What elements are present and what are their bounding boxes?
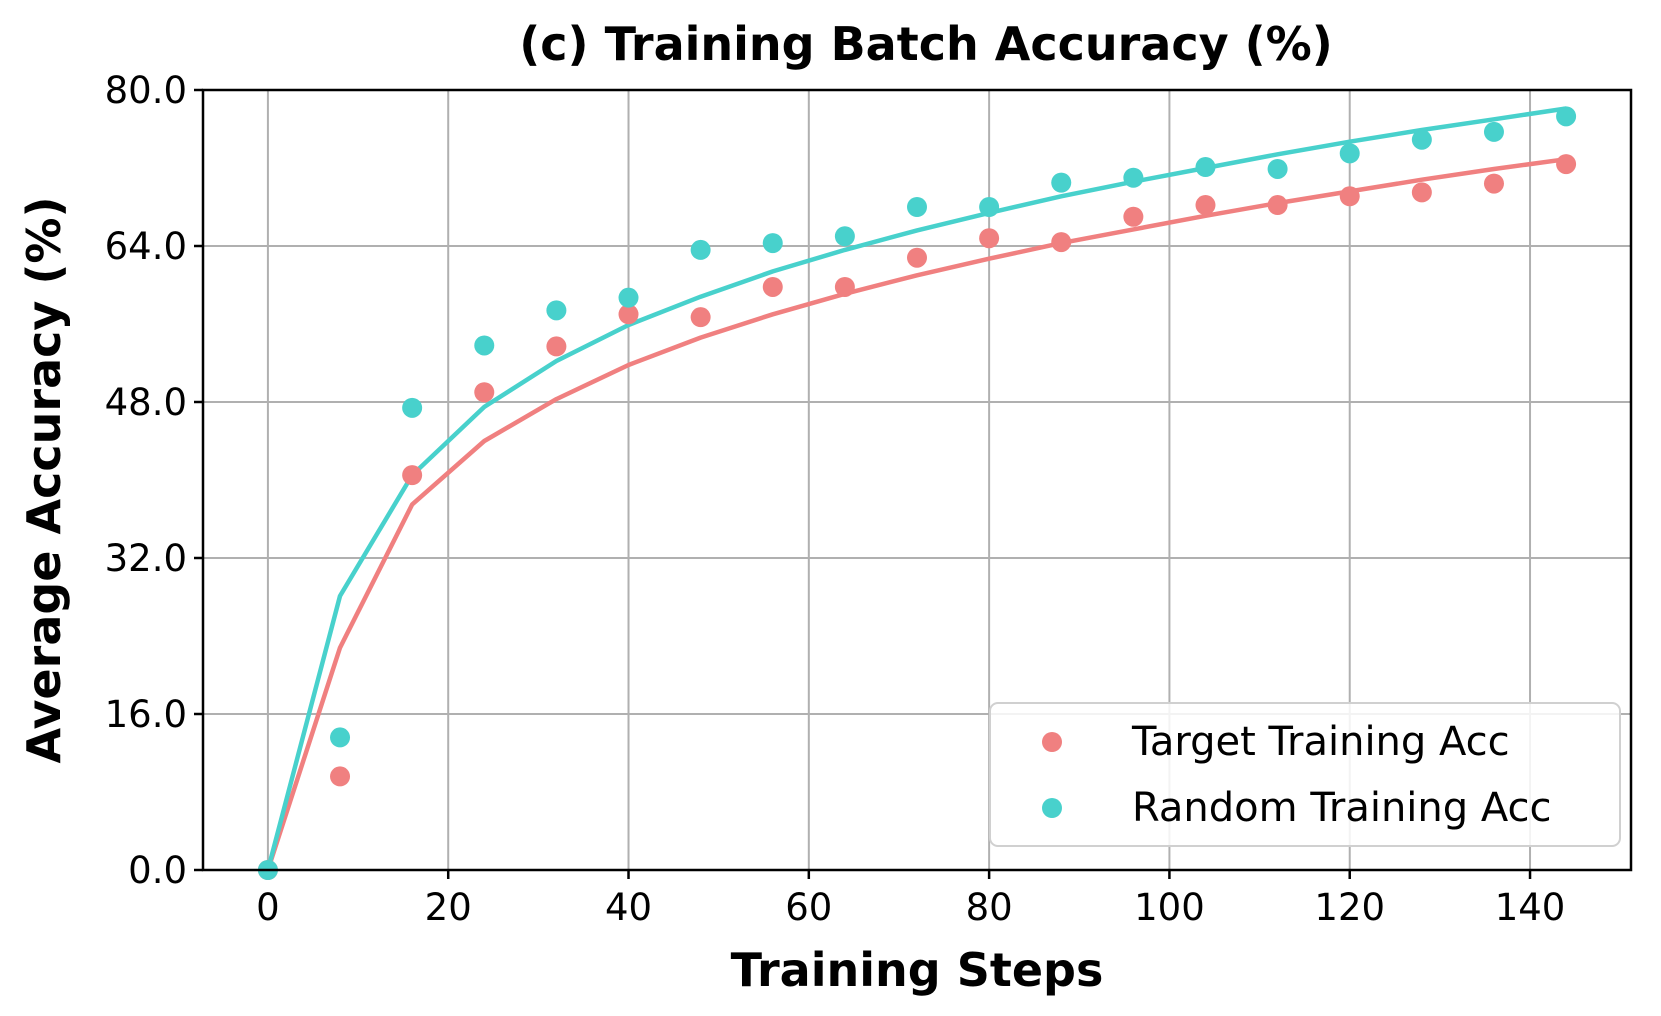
y-axis-label: Average Accuracy (%) bbox=[17, 196, 71, 763]
trend-line-random bbox=[265, 106, 1567, 871]
data-point-random bbox=[762, 233, 783, 254]
data-point-target bbox=[1195, 195, 1216, 216]
data-point-random bbox=[474, 335, 495, 356]
y-tick-label: 48.0 bbox=[105, 381, 187, 424]
x-tick-label: 80 bbox=[966, 886, 1013, 929]
data-point-target bbox=[690, 307, 711, 328]
y-tick-label: 80.0 bbox=[105, 69, 187, 112]
data-point-random bbox=[1267, 158, 1288, 179]
data-point-target bbox=[1339, 186, 1360, 207]
data-point-target bbox=[546, 336, 567, 357]
data-point-random bbox=[330, 727, 351, 748]
x-tick-label: 60 bbox=[785, 886, 832, 929]
data-point-target bbox=[1483, 173, 1504, 194]
x-tick-label: 120 bbox=[1314, 886, 1385, 929]
data-point-target bbox=[979, 228, 1000, 249]
x-tick-label: 40 bbox=[605, 886, 652, 929]
data-point-target bbox=[907, 247, 927, 268]
data-point-target bbox=[834, 276, 855, 297]
data-point-random bbox=[834, 226, 855, 247]
legend-label-random: Random Training Acc bbox=[1132, 785, 1552, 831]
x-tick-label: 0 bbox=[256, 886, 280, 929]
data-point-random bbox=[402, 397, 423, 418]
data-point-random bbox=[1556, 106, 1577, 127]
data-point-random bbox=[546, 300, 567, 321]
data-point-target bbox=[762, 276, 783, 297]
y-tick-label: 32.0 bbox=[105, 537, 187, 580]
data-point-random bbox=[1411, 129, 1432, 150]
x-axis-label: Training Steps bbox=[731, 943, 1104, 997]
y-tick-label: 16.0 bbox=[105, 693, 187, 736]
data-point-random bbox=[1123, 167, 1144, 188]
data-point-target bbox=[1556, 154, 1577, 175]
data-point-random bbox=[1339, 143, 1360, 164]
data-point-random bbox=[907, 197, 927, 217]
data-point-random bbox=[1195, 157, 1216, 178]
legend-box bbox=[989, 702, 1621, 847]
x-tick-label: 20 bbox=[425, 886, 472, 929]
x-tick-label: 100 bbox=[1134, 886, 1205, 929]
legend-marker-target bbox=[1042, 732, 1062, 752]
data-point-random bbox=[1051, 172, 1072, 193]
plot-frame bbox=[201, 88, 1633, 872]
data-point-target bbox=[1123, 206, 1144, 227]
data-point-random bbox=[618, 287, 639, 308]
data-point-target bbox=[1051, 232, 1072, 253]
data-point-target bbox=[474, 382, 495, 403]
y-tick-label: 0.0 bbox=[128, 849, 187, 892]
y-tick-label: 64.0 bbox=[105, 225, 187, 268]
data-point-random bbox=[1483, 121, 1504, 142]
data-point-random bbox=[979, 197, 1000, 217]
data-point-target bbox=[1267, 195, 1288, 216]
x-tick-label: 140 bbox=[1495, 886, 1566, 929]
legend-marker-random bbox=[1042, 798, 1062, 818]
data-point-target bbox=[618, 304, 639, 325]
plot-series bbox=[257, 106, 1577, 880]
legend: Target Training Acc Random Training Acc bbox=[989, 702, 1621, 847]
data-point-random bbox=[690, 239, 711, 260]
chart-title: (c) Training Batch Accuracy (%) bbox=[519, 17, 1333, 71]
data-point-target bbox=[1411, 182, 1432, 203]
data-point-target bbox=[330, 766, 351, 787]
legend-label-target: Target Training Acc bbox=[1131, 719, 1510, 765]
axis-ticks: 0 20 40 60 80 100 120 140 0.0 16.0 32.0 48.0 64.0 80.… bbox=[105, 69, 1566, 929]
data-point-target bbox=[402, 465, 423, 486]
